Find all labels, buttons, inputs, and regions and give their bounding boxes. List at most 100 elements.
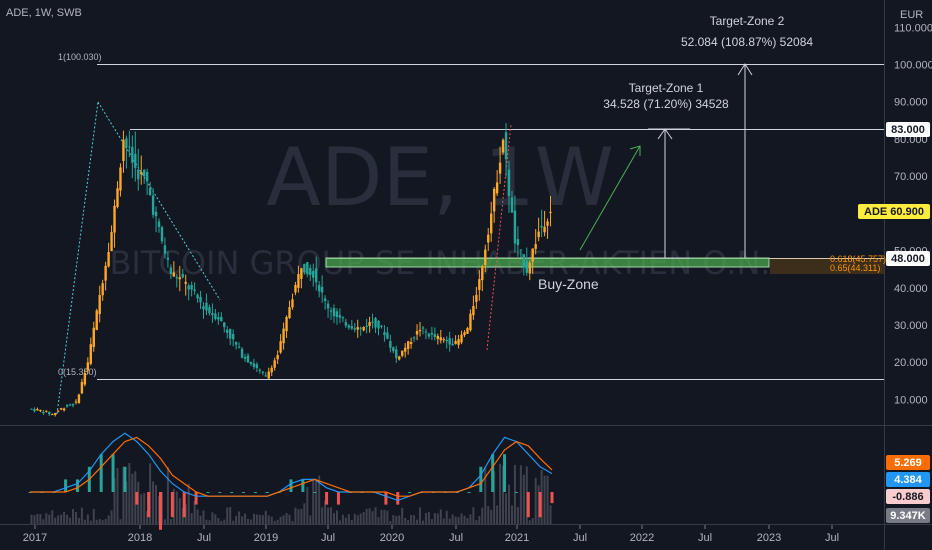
- candle: [246, 353, 250, 363]
- candle: [113, 199, 116, 248]
- volume-bar: [528, 520, 531, 524]
- rally-dotted-line: [486, 123, 512, 351]
- volume-bar: [543, 475, 546, 524]
- volume-bar: [341, 514, 344, 524]
- svg-text:5.269: 5.269: [894, 457, 922, 469]
- candle: [507, 160, 511, 213]
- volume-bar: [433, 513, 436, 524]
- projection-arrow[interactable]: [579, 145, 641, 251]
- time-tick: Jul: [449, 532, 463, 544]
- histogram-bar: [242, 492, 246, 493]
- volume-bar: [507, 484, 510, 524]
- candle: [347, 324, 351, 330]
- candle: [252, 358, 256, 370]
- fib-level-1-label: 1(100.030): [58, 52, 102, 62]
- volume-bar: [169, 519, 172, 524]
- volume-bar: [54, 517, 57, 524]
- candle: [498, 146, 502, 184]
- volume-bar: [238, 511, 241, 524]
- volume-bar: [226, 507, 229, 524]
- candle: [472, 295, 475, 320]
- candle: [445, 336, 448, 349]
- volume-bar: [83, 519, 86, 524]
- histogram-bar: [538, 492, 542, 518]
- volume-bar: [217, 517, 220, 524]
- candle: [309, 264, 312, 282]
- tag-83: 83.000: [886, 122, 930, 137]
- candle: [297, 265, 300, 293]
- volume-bar: [45, 513, 48, 524]
- candle: [451, 338, 454, 346]
- volume-bar: [51, 510, 54, 524]
- candle: [543, 211, 546, 237]
- candle: [323, 295, 327, 310]
- volume-bar: [413, 515, 416, 524]
- fib-65-label: 0.65(44.311): [830, 263, 880, 273]
- candle: [326, 300, 330, 318]
- candle: [122, 130, 125, 173]
- histogram-bar: [301, 479, 305, 492]
- volume-bar: [116, 468, 119, 524]
- volume-bar: [33, 515, 36, 524]
- volume-bar: [519, 465, 522, 524]
- candle: [288, 300, 291, 319]
- candle: [442, 337, 445, 343]
- price-tick: 70.000: [894, 171, 928, 183]
- volume-bar: [57, 515, 60, 524]
- candle: [264, 372, 267, 377]
- candle: [42, 409, 45, 415]
- time-tick: Jul: [573, 532, 587, 544]
- tag-histogram: -0.886: [886, 489, 930, 504]
- price-tick: 20.000: [894, 357, 928, 369]
- volume-bar: [484, 466, 487, 524]
- price-tick: 90.000: [894, 97, 928, 109]
- candle: [276, 350, 279, 365]
- volume-bar: [457, 517, 460, 524]
- volume-bar: [235, 515, 238, 524]
- volume-bar: [312, 479, 315, 524]
- candle: [368, 316, 371, 333]
- candle: [365, 318, 368, 334]
- volume-bar: [255, 514, 258, 524]
- volume-bar: [448, 518, 451, 524]
- target-zone-2-title: Target-Zone 2: [710, 14, 785, 28]
- volume-bar: [386, 510, 389, 524]
- candle: [160, 225, 164, 244]
- target-zone-2-arrowhead: [737, 63, 753, 76]
- time-tick: 2022: [630, 532, 654, 544]
- candle: [145, 168, 149, 195]
- volume-bar: [297, 509, 300, 524]
- volume-bar: [478, 516, 481, 524]
- volume-bar: [36, 514, 39, 524]
- candle: [306, 261, 309, 278]
- candle: [116, 181, 119, 209]
- volume-bar: [294, 507, 297, 524]
- watermark-symbol: ADE, 1W: [266, 131, 614, 224]
- volume-bar: [490, 509, 493, 524]
- candle: [39, 409, 42, 413]
- volume-bar: [392, 514, 395, 524]
- candles-series[interactable]: [30, 122, 552, 417]
- histogram-bar: [147, 492, 151, 518]
- histogram-bar: [182, 492, 186, 518]
- volume-bar: [104, 519, 107, 524]
- candle: [469, 309, 472, 332]
- buy-zone-box[interactable]: [325, 257, 770, 268]
- candle: [193, 282, 196, 295]
- time-axis[interactable]: 2017 2018 Jul 2019 Jul 2020 Jul 2021 Jul 2022 Jul 2…: [23, 525, 839, 544]
- svg-text:83.000: 83.000: [891, 124, 925, 136]
- price-tick: 100.000: [894, 60, 932, 72]
- candle: [234, 341, 238, 350]
- volume-bar: [223, 519, 226, 524]
- candle: [430, 326, 434, 341]
- candle: [151, 187, 155, 219]
- candle: [409, 337, 413, 349]
- candle: [65, 404, 69, 408]
- candle: [510, 190, 514, 213]
- volume-bar: [128, 462, 131, 524]
- candle: [267, 367, 270, 379]
- candle: [353, 323, 356, 333]
- volume-bar: [531, 518, 534, 524]
- candle: [401, 350, 404, 358]
